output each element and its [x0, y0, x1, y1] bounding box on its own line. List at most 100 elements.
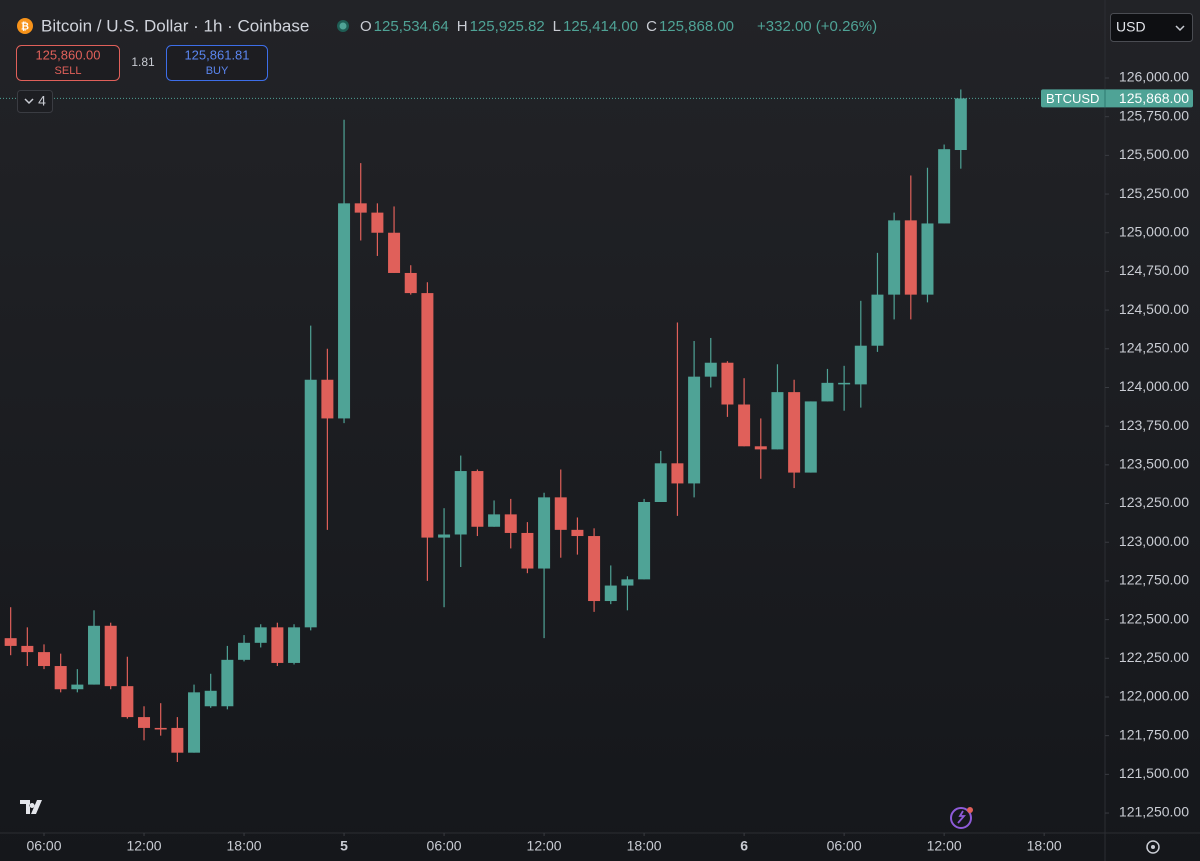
y-tick-label: 124,500.00 [1119, 301, 1189, 317]
assistant-glyph [957, 810, 966, 824]
candle-body [221, 659, 234, 707]
settings-icon-center [1151, 845, 1155, 849]
ohlc-value: 125,534.64 [374, 18, 449, 35]
currency: USD [1116, 19, 1146, 35]
chevron [1175, 25, 1185, 32]
candle-body [288, 627, 301, 663]
x-tick-label: 06:00 [827, 838, 862, 854]
y-tick-label: 125,500.00 [1119, 146, 1189, 162]
assistant-icon[interactable] [950, 807, 972, 829]
candle-body [404, 272, 417, 294]
candle-body [171, 727, 184, 753]
candle-body [888, 220, 901, 295]
candle-body [21, 645, 34, 653]
candle-body [71, 684, 84, 690]
candle-body [538, 497, 551, 569]
candle-body [654, 463, 667, 502]
buy-button[interactable] [166, 45, 268, 81]
candle-body [588, 536, 601, 602]
candle-body [354, 203, 367, 213]
candle-body [938, 149, 951, 224]
candle-body [371, 212, 384, 233]
last-price-tag [1041, 89, 1193, 108]
candle-body [854, 345, 867, 385]
y-tick-label: 123,250.00 [1119, 494, 1189, 510]
coin-icon-glyph: ₿ [21, 21, 29, 33]
x-tick-label: 12:00 [126, 838, 161, 854]
chevron [24, 98, 34, 105]
candle-body [954, 98, 967, 151]
x-tick-label: 12:00 [527, 838, 562, 854]
plot [0, 89, 1105, 762]
candle-body [438, 534, 451, 538]
ohlc-key: O [360, 18, 372, 35]
ohlc-key: H [457, 18, 468, 35]
x-tick-label: 06:00 [26, 838, 61, 854]
candle-body [821, 382, 834, 402]
candle-body [521, 532, 534, 569]
x-tick-label: 6 [740, 838, 748, 854]
candle-body [454, 471, 467, 535]
candle-body [921, 223, 934, 295]
candle-body [754, 446, 767, 450]
ohlc-value: 125,925.82 [470, 18, 545, 35]
x-tick-label: 18:00 [1027, 838, 1062, 854]
y-tick-label: 125,250.00 [1119, 185, 1189, 201]
candle-body [254, 627, 267, 643]
y-tick-label: 124,250.00 [1119, 340, 1189, 356]
y-tick-label: 122,250.00 [1119, 649, 1189, 665]
currency-select[interactable] [1110, 13, 1193, 42]
ohlc-key: L [553, 18, 561, 35]
y-tick-label: 122,000.00 [1119, 688, 1189, 704]
candle-body [721, 362, 734, 405]
candle-body [604, 585, 617, 602]
candle-body [904, 220, 917, 295]
candle-body [871, 294, 884, 346]
candle-body [621, 579, 634, 586]
candle-body [4, 638, 17, 646]
y-tick-label: 123,000.00 [1119, 533, 1189, 549]
candle-body [271, 627, 284, 663]
candle-body [38, 652, 51, 667]
coin-icon [17, 18, 33, 34]
ohlc-value: 125,414.00 [563, 18, 638, 35]
candle-body [238, 642, 251, 660]
spread: 1.81 [131, 55, 155, 69]
candle-body [804, 401, 817, 473]
y-tick-label: 121,250.00 [1119, 804, 1189, 820]
y-tick-label: 125,000.00 [1119, 223, 1189, 239]
candle-body [788, 392, 801, 473]
candle-body [504, 514, 517, 533]
x-tick-label: 12:00 [927, 838, 962, 854]
last-price-value: 125,868.00 [1119, 90, 1189, 106]
settings-icon[interactable] [1146, 840, 1160, 854]
candle-body [421, 293, 434, 538]
candle-body [771, 392, 784, 450]
candle-body [121, 686, 134, 718]
candle-body [488, 514, 501, 527]
candle-body [88, 625, 101, 685]
symbol-title: Bitcoin / U.S. Dollar · 1h · Coinbase [41, 16, 309, 35]
sell-price: 125,860.00 [35, 47, 100, 62]
market-status [339, 22, 347, 30]
x-tick-label: 18:00 [627, 838, 662, 854]
x-tick-label: 06:00 [427, 838, 462, 854]
y-tick-label: 122,500.00 [1119, 610, 1189, 626]
sell-label: SELL [55, 65, 82, 77]
candle-body [321, 379, 334, 419]
indicators-count: 4 [38, 93, 46, 109]
ohlc-value: 125,868.00 [659, 18, 734, 35]
x-tick-label: 18:00 [227, 838, 262, 854]
y-tick-label: 122,750.00 [1119, 572, 1189, 588]
sell-button[interactable] [16, 45, 120, 81]
tv-logo [20, 800, 42, 814]
candle-body [388, 232, 401, 273]
indicators-toggle[interactable] [17, 90, 53, 113]
ohlc-key: C [646, 18, 657, 35]
candle-body [704, 362, 717, 377]
y-tick-label: 124,750.00 [1119, 262, 1189, 278]
x-tick-label: 5 [340, 838, 348, 854]
y-tick-label: 123,500.00 [1119, 456, 1189, 472]
last-price-symbol: BTCUSD [1046, 91, 1099, 106]
